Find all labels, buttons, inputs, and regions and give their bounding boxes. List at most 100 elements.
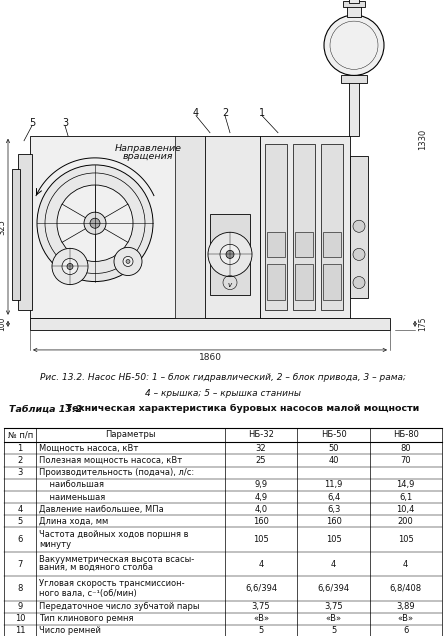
Text: 10: 10 [15, 614, 25, 623]
Text: 6,8/408: 6,8/408 [390, 584, 422, 593]
Text: Угловая скорость трансмиссион-
ного вала, с⁻¹(об/мин): Угловая скорость трансмиссион- ного вала… [39, 579, 185, 598]
Text: 4: 4 [258, 560, 264, 569]
Text: 3: 3 [62, 118, 68, 128]
Text: 7: 7 [17, 560, 23, 569]
Text: Вакуумметрическая высота всасы-
вания, м водяного столба: Вакуумметрическая высота всасы- вания, м… [39, 555, 194, 574]
Text: 2: 2 [17, 456, 23, 465]
Circle shape [37, 165, 153, 282]
Bar [341, 76, 367, 83]
Text: 1: 1 [259, 107, 265, 118]
Text: Тип клинового ремня: Тип клинового ремня [39, 614, 133, 623]
Text: Рис. 13.2. Насос НБ-50: 1 – блок гидравлический, 2 – блок привода, 3 – рама;: Рис. 13.2. Насос НБ-50: 1 – блок гидравл… [40, 373, 406, 382]
Bar [347, 5, 361, 17]
Text: Частота двойных ходов поршня в
минуту: Частота двойных ходов поршня в минуту [39, 530, 189, 549]
Bar [210, 214, 250, 294]
Circle shape [62, 258, 78, 275]
Text: Давление наибольшее, МПа: Давление наибольшее, МПа [39, 505, 164, 514]
Bar [205, 135, 260, 318]
Text: 70: 70 [401, 456, 411, 465]
Circle shape [90, 218, 100, 228]
Text: 160: 160 [326, 517, 342, 526]
Bar [295, 265, 313, 300]
Bar [18, 154, 32, 310]
Text: 6,6/394: 6,6/394 [318, 584, 350, 593]
Text: 14,9: 14,9 [396, 480, 415, 489]
Text: 105: 105 [253, 535, 269, 544]
Text: 5: 5 [29, 118, 35, 128]
Bar [350, 156, 368, 298]
Text: 6: 6 [17, 535, 23, 544]
Text: 160: 160 [253, 517, 269, 526]
Text: 4,9: 4,9 [255, 492, 268, 502]
Text: 1860: 1860 [198, 353, 222, 362]
Text: 325: 325 [0, 219, 6, 235]
Text: Мощность насоса, кВт: Мощность насоса, кВт [39, 444, 138, 453]
Bar [321, 144, 343, 310]
Text: 32: 32 [256, 444, 266, 453]
Text: наименьшая: наименьшая [39, 492, 105, 502]
Circle shape [226, 251, 234, 258]
Text: 50: 50 [328, 444, 339, 453]
Text: НБ-32: НБ-32 [248, 431, 274, 439]
Text: 5: 5 [17, 517, 23, 526]
Bar [349, 80, 359, 135]
Circle shape [57, 185, 133, 261]
Text: наибольшая: наибольшая [39, 480, 104, 489]
Text: 25: 25 [256, 456, 266, 465]
Text: 4,0: 4,0 [255, 505, 268, 514]
Bar [267, 232, 285, 258]
Text: 105: 105 [326, 535, 342, 544]
Text: НБ-50: НБ-50 [321, 431, 347, 439]
Text: 4: 4 [403, 560, 409, 569]
Circle shape [353, 249, 365, 260]
Text: 4 – крышка; 5 – крышка станины: 4 – крышка; 5 – крышка станины [145, 389, 301, 398]
Text: 6,6/394: 6,6/394 [245, 584, 277, 593]
Text: 3,89: 3,89 [396, 602, 415, 611]
Text: 40: 40 [328, 456, 339, 465]
Bar [323, 265, 341, 300]
Text: 3,75: 3,75 [324, 602, 343, 611]
Text: Передаточное число зубчатой пары: Передаточное число зубчатой пары [39, 602, 199, 611]
Text: 10,4: 10,4 [396, 505, 415, 514]
Text: 3,75: 3,75 [252, 602, 270, 611]
Text: 4: 4 [331, 560, 336, 569]
Circle shape [126, 259, 130, 263]
Text: 6,4: 6,4 [327, 492, 340, 502]
Text: Таблица 13.2: Таблица 13.2 [9, 404, 82, 413]
Circle shape [123, 256, 133, 266]
Text: 200: 200 [398, 517, 413, 526]
Text: 9: 9 [17, 602, 23, 611]
Text: 6,1: 6,1 [399, 492, 412, 502]
Text: v: v [228, 282, 232, 287]
Text: 5: 5 [331, 626, 336, 635]
Text: Техническая характеристика буровых насосов малой мощности: Техническая характеристика буровых насос… [59, 404, 419, 413]
Text: 6,3: 6,3 [327, 505, 340, 514]
Bar [12, 169, 20, 300]
Text: НБ-80: НБ-80 [393, 431, 419, 439]
Text: Полезная мощность насоса, кВт: Полезная мощность насоса, кВт [39, 456, 182, 465]
Text: 8: 8 [17, 584, 23, 593]
Circle shape [84, 212, 106, 234]
Circle shape [220, 244, 240, 265]
Circle shape [324, 15, 384, 76]
Text: № п/п: № п/п [8, 431, 33, 439]
Text: 11,9: 11,9 [324, 480, 343, 489]
Text: 1330: 1330 [418, 129, 427, 150]
Text: 11: 11 [15, 626, 25, 635]
Bar [267, 265, 285, 300]
Bar [343, 1, 365, 7]
Text: 3: 3 [17, 468, 23, 477]
Text: вращения: вращения [123, 152, 173, 161]
Text: 9,9: 9,9 [255, 480, 268, 489]
Circle shape [52, 249, 88, 284]
Text: «В»: «В» [326, 614, 342, 623]
Circle shape [353, 220, 365, 232]
Circle shape [353, 277, 365, 289]
Circle shape [114, 247, 142, 275]
Text: «В»: «В» [398, 614, 414, 623]
Text: 175: 175 [418, 317, 427, 331]
Text: 6: 6 [403, 626, 409, 635]
Text: Длина хода, мм: Длина хода, мм [39, 517, 108, 526]
Text: «В»: «В» [253, 614, 269, 623]
Bar [349, 0, 359, 3]
